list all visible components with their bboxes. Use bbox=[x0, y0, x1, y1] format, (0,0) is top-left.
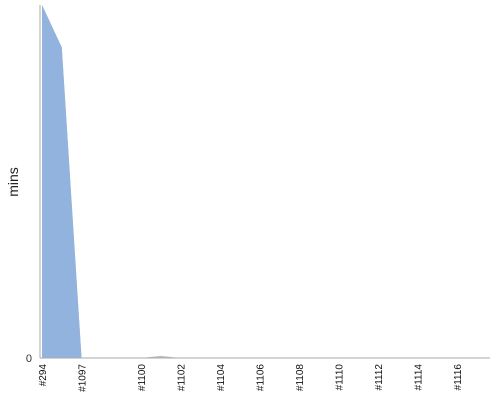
x-tick-label: #1112 bbox=[374, 364, 385, 391]
x-tick-label: #1114 bbox=[414, 364, 425, 391]
x-tick-label: #1100 bbox=[137, 364, 148, 392]
series-area-1 bbox=[42, 5, 477, 358]
x-tick-labels: #294 #1097 #1100 #1102 #1104 #1106 #1108 #1110 #… bbox=[38, 364, 464, 392]
y-axis-label: mins bbox=[5, 167, 21, 197]
x-tick-label: #1106 bbox=[256, 364, 267, 392]
series-area-0 bbox=[42, 5, 477, 358]
x-tick-label: #1108 bbox=[295, 364, 306, 392]
series-areas bbox=[42, 5, 477, 358]
x-tick-label: #1116 bbox=[453, 364, 464, 391]
x-tick-label: #1102 bbox=[176, 364, 187, 392]
x-tick-label: #294 bbox=[38, 364, 49, 387]
x-tick-label: #1097 bbox=[78, 364, 89, 392]
y-tick-label: 0 bbox=[26, 353, 32, 365]
x-tick-label: #1104 bbox=[216, 364, 227, 392]
x-tick-label: #1110 bbox=[335, 364, 346, 391]
